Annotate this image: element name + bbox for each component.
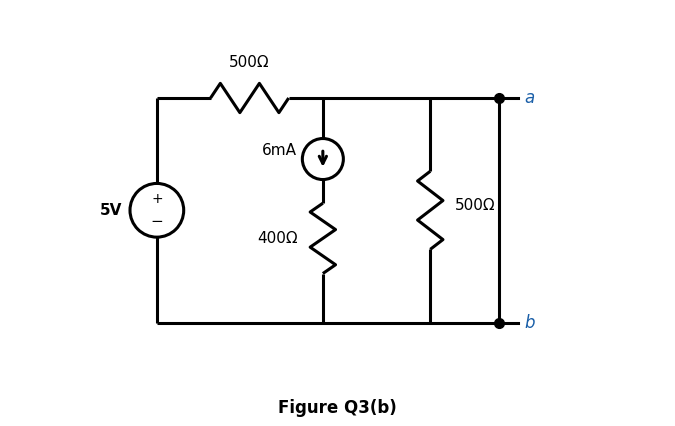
Text: 500Ω: 500Ω — [230, 55, 270, 70]
Text: −: − — [151, 214, 163, 229]
Text: a: a — [524, 89, 534, 107]
Text: +: + — [151, 192, 163, 206]
Text: 5V: 5V — [101, 203, 123, 218]
Text: b: b — [524, 314, 535, 331]
Text: 6mA: 6mA — [261, 143, 296, 158]
Text: 500Ω: 500Ω — [455, 198, 496, 213]
Text: 400Ω: 400Ω — [257, 231, 298, 246]
Text: Figure Q3(b): Figure Q3(b) — [278, 400, 397, 417]
